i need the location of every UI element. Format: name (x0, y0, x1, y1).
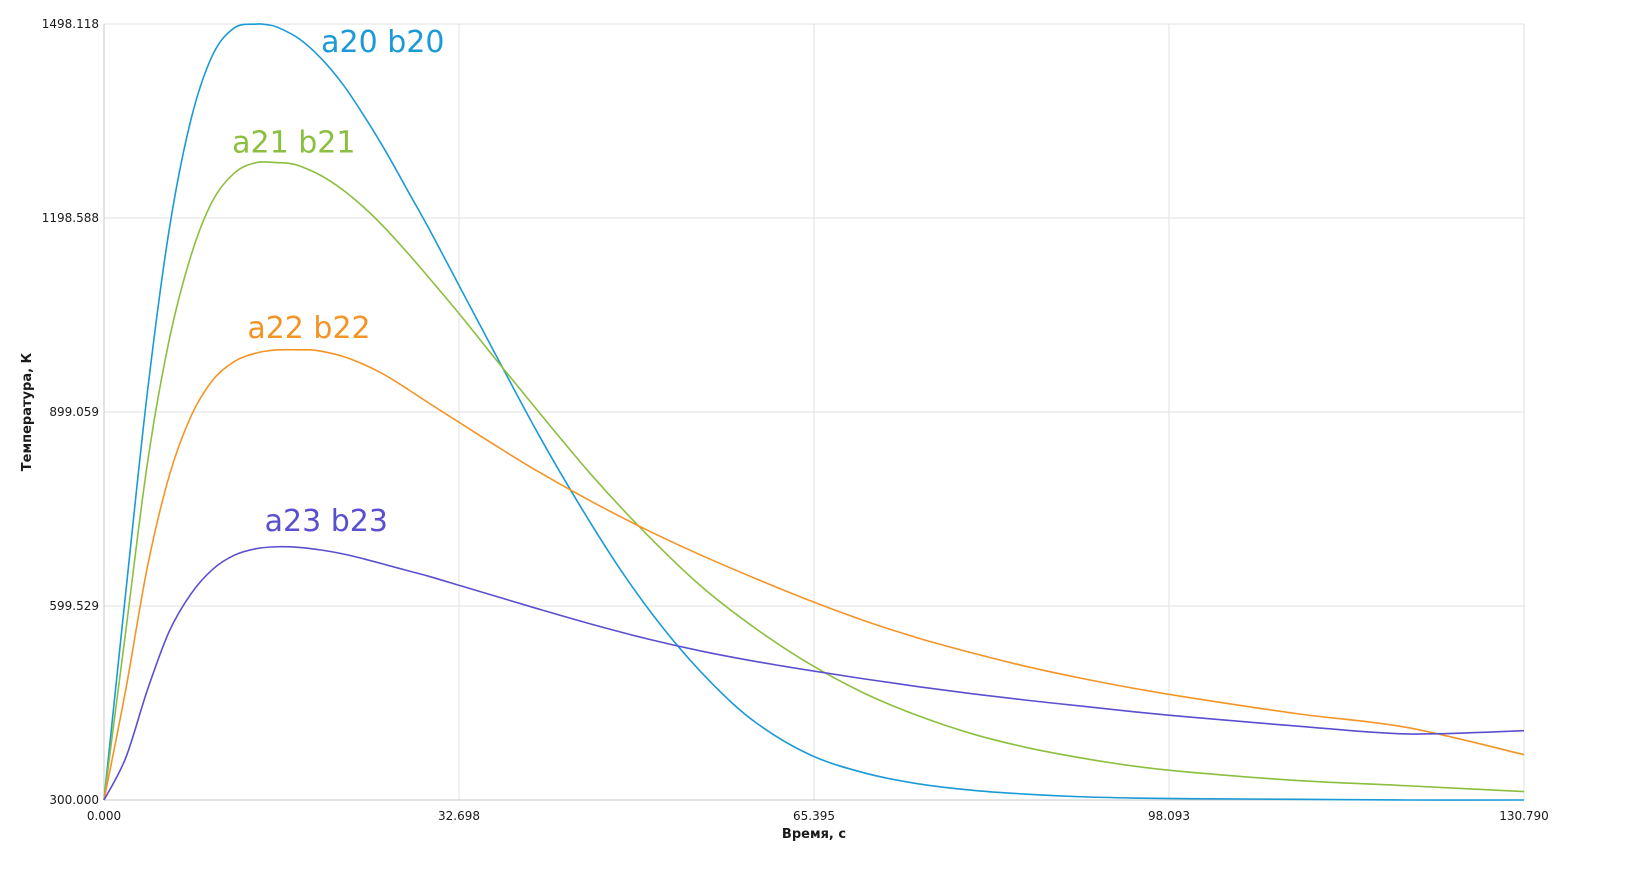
y-tick-label: 1198.588 (42, 211, 99, 225)
y-tick-label: 899.059 (49, 405, 99, 419)
y-tick-label: 599.529 (49, 599, 99, 613)
series-line-1 (103, 161, 1525, 801)
grid (104, 23, 1525, 800)
series-label-1: a21 b21 (232, 125, 355, 160)
x-tick-label: 0.000 (87, 809, 121, 823)
y-tick-label: 300.000 (49, 793, 99, 807)
series-labels: a20 b20 a21 b21 a22 b22 a23 b23 (232, 25, 444, 539)
x-axis-title: Время, с (782, 827, 846, 842)
series-line-3 (103, 545, 1525, 801)
x-tick-label: 130.790 (1499, 809, 1549, 823)
x-tick-label: 98.093 (1148, 809, 1190, 823)
x-tick-label: 32.698 (438, 809, 480, 823)
x-tick-label: 65.395 (793, 809, 835, 823)
series-label-3: a23 b23 (265, 504, 388, 539)
series-label-2: a22 b22 (247, 311, 370, 346)
series-label-0: a20 b20 (321, 25, 444, 60)
y-tick-label: 1498.118 (42, 17, 99, 31)
y-axis-title: Температура, К (20, 352, 35, 471)
series-lines (103, 23, 1525, 801)
series-line-2 (103, 348, 1525, 801)
tick-labels: 0.000 32.698 65.395 98.093 130.790 300.000 599… (42, 17, 1549, 823)
series-line-0 (103, 23, 1525, 801)
